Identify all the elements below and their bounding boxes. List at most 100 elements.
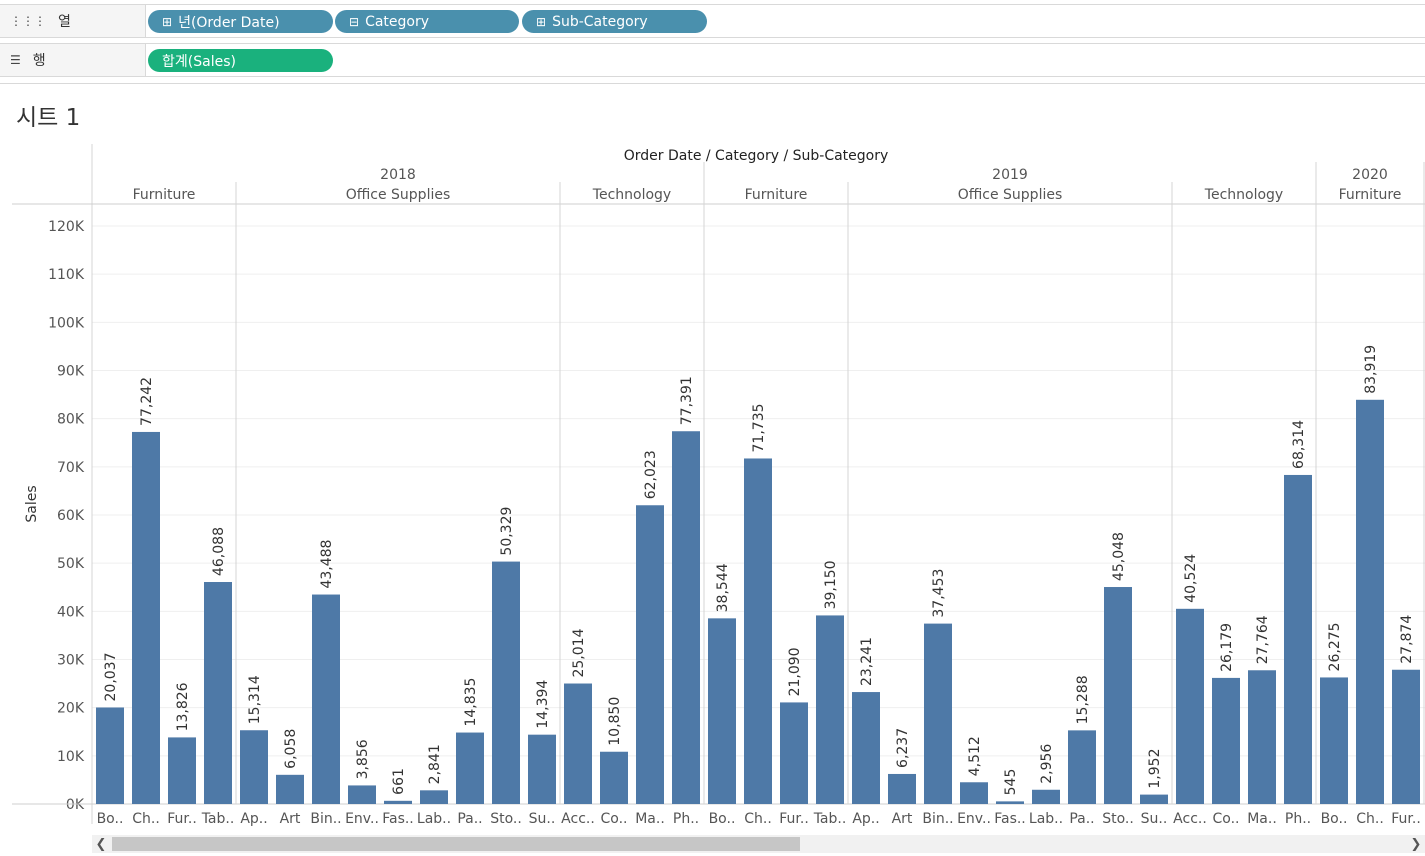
scroll-left-icon[interactable]: ❮: [95, 836, 107, 852]
bar[interactable]: [456, 732, 484, 804]
bar[interactable]: [132, 431, 160, 804]
x-tick-label: Art: [892, 811, 913, 827]
bar[interactable]: [924, 623, 952, 804]
bar[interactable]: [1032, 789, 1060, 804]
bar-value-label: 2,956: [1039, 744, 1055, 784]
bar-value-label: 4,512: [967, 736, 983, 776]
bar[interactable]: [1140, 794, 1168, 804]
bar-value-label: 27,764: [1255, 615, 1271, 664]
chart-header-title: Order Date / Category / Sub-Category: [624, 148, 889, 164]
expand-icon[interactable]: ⊞: [536, 14, 547, 29]
bar[interactable]: [744, 458, 772, 804]
sub-category-pill[interactable]: ⊞ Sub-Category: [522, 10, 707, 33]
bar-value-label: 37,453: [931, 569, 947, 618]
bar[interactable]: [852, 692, 880, 804]
bar[interactable]: [276, 774, 304, 804]
horizontal-scrollbar[interactable]: ❮ ❯: [92, 835, 1425, 853]
bar-value-label: 2,841: [427, 744, 443, 784]
bar[interactable]: [492, 561, 520, 804]
category-header: Technology: [592, 187, 671, 203]
collapse-icon[interactable]: ⊟: [349, 14, 360, 29]
y-tick-label: 70K: [57, 460, 85, 476]
bar[interactable]: [204, 582, 232, 804]
bar-value-label: 68,314: [1291, 420, 1307, 469]
bar-value-label: 40,524: [1183, 554, 1199, 603]
x-tick-label: Bo..: [709, 811, 736, 827]
bar-value-label: 661: [391, 768, 407, 795]
bar[interactable]: [348, 785, 376, 804]
x-tick-label: Su..: [1141, 811, 1168, 827]
y-tick-label: 10K: [57, 749, 85, 765]
category-header: Office Supplies: [958, 187, 1063, 203]
bar[interactable]: [708, 618, 736, 804]
bar[interactable]: [888, 773, 916, 804]
scroll-right-icon[interactable]: ❯: [1410, 836, 1422, 852]
bar-value-label: 25,014: [571, 628, 587, 677]
x-tick-label: Ch..: [744, 811, 772, 827]
bar[interactable]: [528, 734, 556, 804]
y-axis-title: Sales: [24, 485, 40, 522]
bar-value-label: 14,835: [463, 678, 479, 727]
bar[interactable]: [780, 702, 808, 804]
scroll-thumb[interactable]: [112, 837, 800, 851]
sum-sales-pill[interactable]: 합계(Sales): [148, 49, 333, 72]
columns-shelf: ⋮⋮⋮ 열 ⊞ 년(Order Date) ⊟ Category ⊞ Sub-C…: [0, 4, 1425, 38]
y-tick-label: 80K: [57, 412, 85, 428]
category-header: Furniture: [745, 187, 808, 203]
y-tick-label: 110K: [48, 267, 85, 283]
bar-value-label: 15,288: [1075, 675, 1091, 724]
bar-value-label: 6,237: [895, 728, 911, 768]
bar-value-label: 38,544: [715, 563, 731, 612]
bar[interactable]: [672, 431, 700, 804]
bar[interactable]: [600, 751, 628, 804]
bar-value-label: 39,150: [823, 560, 839, 609]
bar[interactable]: [1392, 669, 1420, 804]
bar[interactable]: [636, 505, 664, 804]
category-header: Furniture: [1339, 187, 1402, 203]
bar[interactable]: [420, 790, 448, 804]
y-tick-label: 20K: [57, 701, 85, 717]
bar[interactable]: [960, 782, 988, 804]
x-tick-label: Env..: [957, 811, 991, 827]
bar[interactable]: [1104, 587, 1132, 804]
bar[interactable]: [1320, 677, 1348, 804]
bar[interactable]: [312, 594, 340, 804]
bar[interactable]: [1176, 608, 1204, 804]
bar[interactable]: [1248, 670, 1276, 804]
expand-icon[interactable]: ⊞: [162, 14, 173, 29]
year-header: 2019: [992, 167, 1028, 183]
y-tick-label: 0K: [66, 797, 85, 813]
bar[interactable]: [564, 683, 592, 804]
bar[interactable]: [1212, 677, 1240, 804]
category-pill[interactable]: ⊟ Category: [335, 10, 519, 33]
rows-drop-area[interactable]: 합계(Sales): [146, 44, 1425, 76]
x-tick-label: Co..: [601, 811, 628, 827]
bar[interactable]: [168, 737, 196, 804]
x-tick-label: Env..: [345, 811, 379, 827]
x-tick-label: Ch..: [132, 811, 160, 827]
bar-value-label: 77,391: [679, 376, 695, 425]
bar-value-label: 23,241: [859, 637, 875, 686]
bar[interactable]: [996, 801, 1024, 804]
bar[interactable]: [1356, 399, 1384, 804]
columns-drop-area[interactable]: ⊞ 년(Order Date) ⊟ Category ⊞ Sub-Categor…: [146, 5, 1425, 37]
y-tick-label: 120K: [48, 219, 85, 235]
bar-value-label: 27,874: [1399, 615, 1415, 664]
bar[interactable]: [240, 730, 268, 804]
bar-value-label: 3,856: [355, 739, 371, 779]
x-tick-label: Bin..: [922, 811, 953, 827]
x-tick-label: Sto..: [490, 811, 522, 827]
x-tick-label: Tab..: [201, 811, 235, 827]
x-tick-label: Fur..: [1391, 811, 1421, 827]
x-tick-label: Bo..: [97, 811, 124, 827]
bar[interactable]: [384, 800, 412, 804]
bar[interactable]: [96, 707, 124, 804]
bar-value-label: 21,090: [787, 647, 803, 696]
bar[interactable]: [816, 615, 844, 804]
x-tick-label: Lab..: [417, 811, 451, 827]
bar[interactable]: [1284, 474, 1312, 804]
y-tick-label: 100K: [48, 315, 85, 331]
bar[interactable]: [1068, 730, 1096, 804]
bar-value-label: 6,058: [283, 729, 299, 769]
year-order-date-pill[interactable]: ⊞ 년(Order Date): [148, 10, 333, 33]
